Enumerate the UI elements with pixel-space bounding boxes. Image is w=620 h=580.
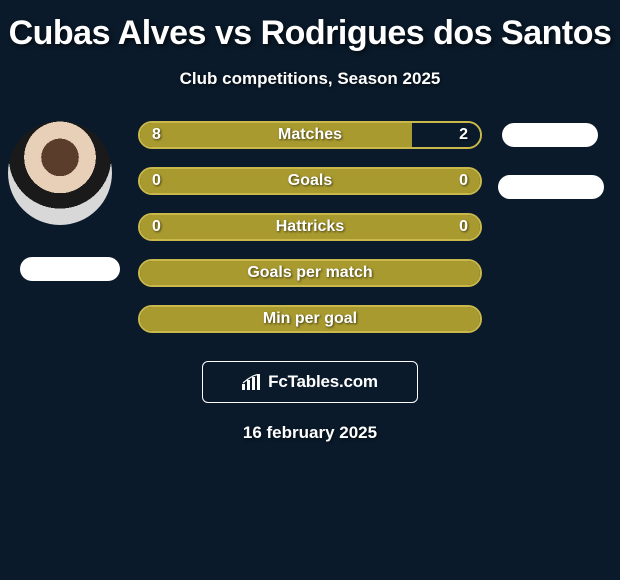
watermark-text: FcTables.com	[268, 372, 378, 392]
player-right-name-pill-2	[498, 175, 604, 199]
watermark: FcTables.com	[202, 361, 418, 403]
bar-label: Min per goal	[140, 307, 480, 331]
page-subtitle: Club competitions, Season 2025	[0, 69, 620, 89]
date-label: 16 february 2025	[0, 423, 620, 443]
bar-label: Goals per match	[140, 261, 480, 285]
player-left-avatar	[8, 121, 112, 225]
page-title: Cubas Alves vs Rodrigues dos Santos	[0, 14, 620, 53]
stat-bar-row: Min per goal	[138, 305, 482, 333]
comparison-infographic: Cubas Alves vs Rodrigues dos Santos Club…	[0, 0, 620, 443]
stat-bar-row: 82Matches	[138, 121, 482, 149]
main-area: 82Matches 00Goals 00Hattricks Goals per mat…	[0, 121, 620, 361]
stat-bar-row: 00Goals	[138, 167, 482, 195]
stat-bars: 82Matches 00Goals 00Hattricks Goals per mat…	[138, 121, 482, 351]
player-left-name-pill	[20, 257, 120, 281]
chart-icon	[242, 374, 262, 390]
stat-bar-row: 00Hattricks	[138, 213, 482, 241]
bar-label: Goals	[140, 169, 480, 193]
player-right-name-pill-1	[502, 123, 598, 147]
stat-bar-row: Goals per match	[138, 259, 482, 287]
bar-label: Matches	[140, 123, 480, 147]
bar-label: Hattricks	[140, 215, 480, 239]
